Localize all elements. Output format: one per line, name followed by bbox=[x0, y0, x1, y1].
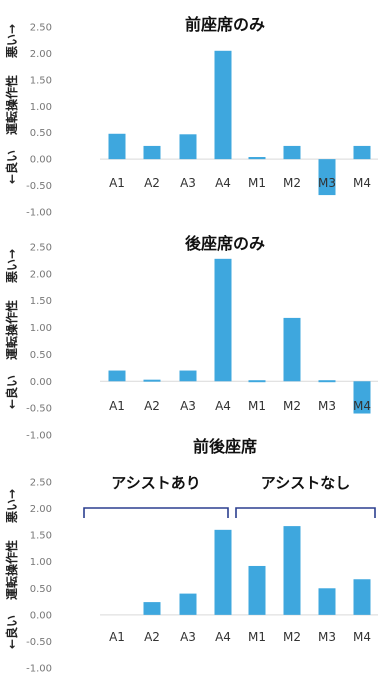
bar-m1 bbox=[248, 380, 266, 383]
y-tick-label: 1.00 bbox=[30, 323, 52, 334]
bar-m3 bbox=[318, 588, 336, 615]
category-label: A2 bbox=[144, 399, 160, 413]
category-label: M1 bbox=[248, 399, 266, 413]
chart-title-2: 後座席のみ bbox=[185, 234, 265, 253]
y-tick-label: 0.50 bbox=[30, 584, 52, 595]
chart-title-3: 前後座席 bbox=[193, 437, 257, 456]
category-label: A4 bbox=[215, 630, 231, 644]
y-tick-label: 1.50 bbox=[30, 531, 52, 542]
category-label: M4 bbox=[353, 176, 371, 190]
bar-a3 bbox=[179, 370, 197, 382]
bar-a1 bbox=[108, 133, 126, 160]
bar-m1 bbox=[248, 565, 266, 615]
category-label: A1 bbox=[109, 630, 125, 644]
category-label: M2 bbox=[283, 176, 301, 190]
category-label: A4 bbox=[215, 399, 231, 413]
y-tick-label: 1.50 bbox=[30, 75, 52, 86]
category-label: M2 bbox=[283, 399, 301, 413]
category-label: A1 bbox=[109, 399, 125, 413]
bar-a2 bbox=[143, 145, 161, 160]
y-axis-label-main: 運転操作性 bbox=[4, 75, 19, 135]
category-label: A4 bbox=[215, 176, 231, 190]
group-bracket bbox=[83, 507, 229, 518]
category-label: A1 bbox=[109, 176, 125, 190]
category-label: M3 bbox=[318, 176, 336, 190]
y-tick-label: -0.50 bbox=[26, 181, 52, 192]
bar-a2 bbox=[143, 602, 161, 615]
bar-m3 bbox=[318, 380, 336, 383]
y-tick-label: 2.00 bbox=[30, 269, 52, 280]
category-label: M4 bbox=[353, 630, 371, 644]
category-label: M2 bbox=[283, 630, 301, 644]
y-tick-label: 1.50 bbox=[30, 296, 52, 307]
bar-m1 bbox=[248, 157, 266, 160]
y-tick-label: -1.00 bbox=[26, 208, 52, 219]
y-axis-label-good: ←良い bbox=[4, 375, 19, 409]
bar-a2 bbox=[143, 379, 161, 382]
category-label: M1 bbox=[248, 630, 266, 644]
bar-m2 bbox=[283, 317, 301, 382]
y-axis-label-bad: 悪い→ bbox=[5, 24, 19, 58]
y-tick-label: 0.00 bbox=[30, 610, 52, 621]
category-label: M3 bbox=[318, 630, 336, 644]
group-label: アシストあり bbox=[111, 474, 200, 492]
bar-m2 bbox=[283, 145, 301, 160]
y-tick-label: -1.00 bbox=[26, 431, 52, 442]
bar-a4 bbox=[214, 258, 232, 382]
bar-m4 bbox=[353, 381, 371, 414]
y-axis-label-good: ←良い bbox=[4, 615, 19, 649]
y-tick-label: 2.50 bbox=[30, 243, 52, 254]
y-tick-label: 2.50 bbox=[30, 478, 52, 489]
bar-a4 bbox=[214, 50, 232, 160]
y-axis-label-good: ←良い bbox=[4, 150, 19, 184]
category-label: A2 bbox=[144, 176, 160, 190]
bar-m2 bbox=[283, 526, 301, 615]
y-tick-label: 1.00 bbox=[30, 102, 52, 113]
y-tick-label: 0.50 bbox=[30, 128, 52, 139]
y-tick-label: 0.00 bbox=[30, 377, 52, 388]
category-label: A2 bbox=[144, 630, 160, 644]
y-axis-label-main: 運転操作性 bbox=[4, 300, 19, 360]
category-label: M4 bbox=[353, 399, 371, 413]
y-tick-label: -0.50 bbox=[26, 404, 52, 415]
bar-a3 bbox=[179, 593, 197, 615]
y-tick-label: 2.50 bbox=[30, 23, 52, 34]
bar-a3 bbox=[179, 134, 197, 160]
bar-m4 bbox=[353, 145, 371, 160]
category-label: A3 bbox=[180, 630, 196, 644]
y-tick-label: -0.50 bbox=[26, 637, 52, 648]
y-axis-label-bad: 悪い→ bbox=[5, 249, 19, 283]
bar-m4 bbox=[353, 579, 371, 615]
y-axis-label-bad: 悪い→ bbox=[5, 489, 19, 523]
y-tick-label: 0.00 bbox=[30, 155, 52, 166]
y-tick-label: 1.00 bbox=[30, 557, 52, 568]
category-label: M1 bbox=[248, 176, 266, 190]
group-bracket bbox=[235, 507, 376, 518]
bar-a1 bbox=[108, 370, 126, 382]
y-tick-label: -1.00 bbox=[26, 664, 52, 674]
group-label: アシストなし bbox=[261, 474, 350, 492]
y-tick-label: 0.50 bbox=[30, 350, 52, 361]
category-label: M3 bbox=[318, 399, 336, 413]
chart-title-1: 前座席のみ bbox=[185, 15, 265, 34]
y-tick-label: 2.00 bbox=[30, 504, 52, 515]
bar-a4 bbox=[214, 529, 232, 615]
bar-m3 bbox=[318, 159, 336, 196]
category-label: A3 bbox=[180, 176, 196, 190]
y-axis-label-main: 運転操作性 bbox=[4, 540, 19, 600]
category-label: A3 bbox=[180, 399, 196, 413]
y-tick-label: 2.00 bbox=[30, 49, 52, 60]
